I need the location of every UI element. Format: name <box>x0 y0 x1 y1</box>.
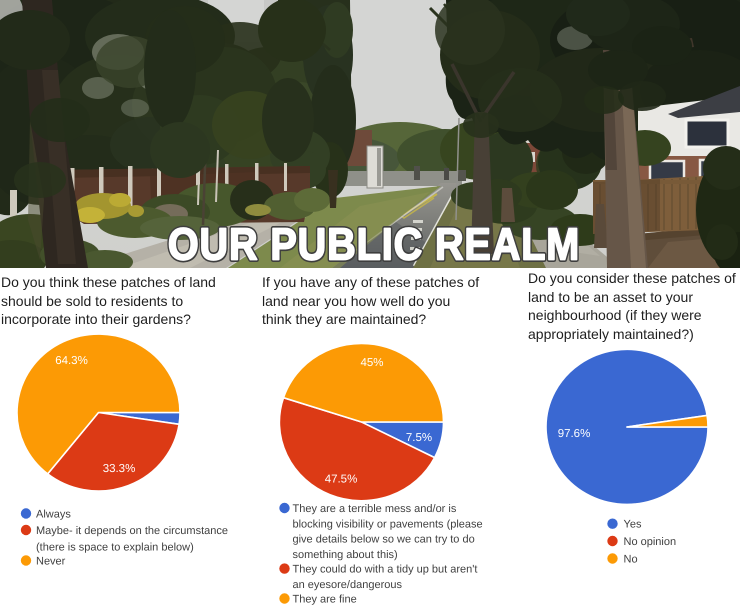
svg-text:45%: 45% <box>360 357 383 369</box>
svg-text:OUR PUBLIC REALM: OUR PUBLIC REALM <box>170 221 582 269</box>
svg-text:64.3%: 64.3% <box>55 355 88 367</box>
svg-text:They could do with a tidy up b: They could do with a tidy up but aren't <box>293 564 478 576</box>
svg-text:blocking visibility or pavemen: blocking visibility or pavements (please <box>293 518 483 530</box>
svg-text:97.6%: 97.6% <box>558 428 591 440</box>
svg-text:They are a terrible mess and/o: They are a terrible mess and/or is <box>293 503 457 515</box>
svg-text:7.5%: 7.5% <box>406 432 432 444</box>
svg-text:give details below so we can t: give details below so we can try to do <box>293 534 475 546</box>
svg-text:Never: Never <box>36 556 66 568</box>
svg-text:33.3%: 33.3% <box>103 463 136 475</box>
svg-text:47.5%: 47.5% <box>325 474 358 486</box>
svg-text:OUR PUBLIC REALM: OUR PUBLIC REALM <box>168 219 580 269</box>
svg-text:OUR PUBLIC REALM: OUR PUBLIC REALM <box>168 219 580 269</box>
svg-text:They are fine: They are fine <box>293 594 357 606</box>
svg-text:Maybe- it depends on the circu: Maybe- it depends on the circumstance <box>36 525 228 537</box>
svg-text:(there is space to explain bel: (there is space to explain below) <box>36 542 194 554</box>
svg-text:something about this): something about this) <box>293 549 398 561</box>
svg-text:Yes: Yes <box>624 519 642 531</box>
svg-text:No: No <box>624 554 638 566</box>
svg-text:No opinion: No opinion <box>624 536 677 548</box>
svg-text:an eyesore/dangerous: an eyesore/dangerous <box>293 579 403 591</box>
svg-text:Always: Always <box>36 509 71 521</box>
